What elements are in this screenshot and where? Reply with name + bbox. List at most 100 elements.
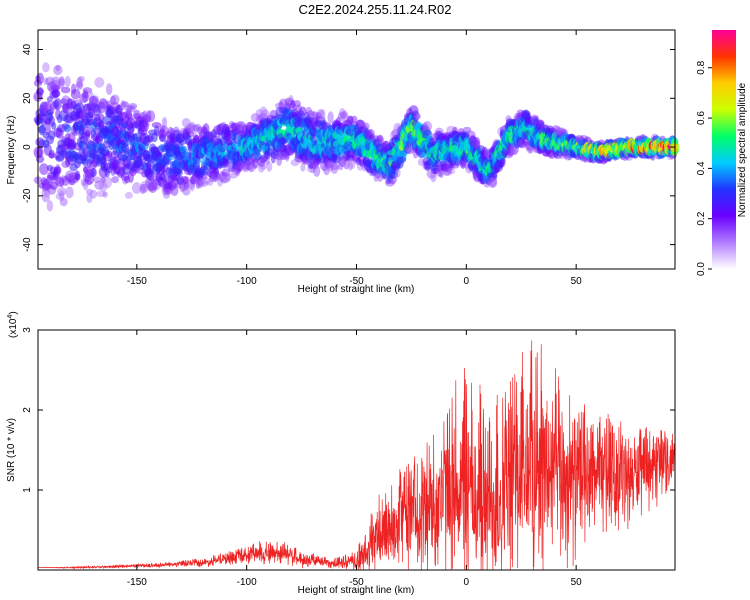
spectrogram-cell [151, 179, 158, 190]
spectrogram-cell [102, 176, 113, 189]
spectrogram-cell [55, 176, 64, 187]
snr-x-axis: -150 -100 -50 0 50 [127, 330, 582, 588]
spectrogram-x-axis: -150 -100 -50 0 50 [127, 30, 582, 287]
spectrogram-cell [65, 133, 71, 141]
spectrogram-cell [237, 121, 247, 130]
spectrogram-cell [43, 77, 49, 85]
spectrogram-cell [257, 161, 266, 173]
spectrogram-cell [336, 157, 345, 164]
x-tick-label: 50 [571, 276, 583, 287]
spectrogram-cell [180, 175, 189, 185]
spectrogram-cell [185, 124, 192, 131]
spectrogram-cell [62, 105, 73, 114]
spectrogram-cell [156, 127, 165, 136]
spectrogram-cell [317, 109, 325, 118]
spectrogram-cell [49, 106, 55, 116]
spectrogram-cell [120, 100, 126, 111]
spectrogram-cell [347, 160, 353, 171]
spectrogram-cell [395, 167, 401, 178]
spectrogram-cell [167, 174, 178, 182]
spectrogram-cell [363, 127, 370, 140]
spectrogram-cell [39, 101, 48, 112]
x-tick-label: -150 [127, 577, 147, 588]
spectrogram-cell [93, 176, 102, 184]
spectrogram-cell [94, 180, 105, 190]
snr-x-label: Height of straight line (km) [298, 585, 415, 596]
spectrogram-cell [323, 163, 331, 176]
spectrogram-cell [80, 178, 87, 187]
spectrogram-cell [167, 126, 174, 135]
spectrogram-cell [176, 177, 185, 186]
colorbar-tick-label: 0.2 [696, 211, 707, 225]
spectrogram-cell [99, 181, 108, 192]
spectrogram-cell [75, 81, 84, 90]
spectrogram-cell [55, 155, 64, 163]
spectrogram-cell [147, 173, 158, 181]
spectrogram-cell [39, 163, 49, 176]
spectrogram-cell [147, 170, 155, 181]
spectrogram-cell [54, 166, 62, 175]
spectrogram-cell [236, 161, 243, 172]
spectrogram-cell [66, 139, 77, 150]
spectrogram-cell [347, 115, 354, 125]
spectrogram-cell [343, 158, 350, 170]
spectrogram-cell [183, 181, 189, 189]
spectrogram-cell [110, 94, 120, 105]
spectrogram-cell [67, 132, 76, 144]
spectrogram-cell [170, 184, 179, 196]
spectrogram-cell [127, 126, 135, 133]
spectrogram-cell [348, 157, 356, 169]
spectrogram-cell [58, 78, 65, 89]
spectrogram-cell [147, 182, 158, 191]
spectrogram-cell [168, 180, 177, 191]
x-tick-label: 50 [571, 577, 583, 588]
spectrogram-cell [87, 109, 96, 119]
spectrogram-cell [51, 80, 61, 91]
spectrogram-cell [235, 163, 241, 174]
spectrogram-cell [535, 119, 545, 128]
spectrogram-cell [53, 64, 63, 76]
spectrogram-cell [82, 87, 93, 94]
spectrogram-cell [422, 121, 433, 132]
spectrogram-cell [55, 65, 61, 72]
spectrogram-cell [59, 177, 65, 188]
spectrogram-cell [221, 172, 231, 184]
spectrogram-cell [130, 105, 136, 112]
snr-line [38, 340, 676, 570]
spectrogram-cell [94, 77, 105, 88]
spectrogram-cell [224, 173, 232, 182]
spectrogram-cell [182, 187, 191, 196]
spectrogram-cell [188, 121, 196, 133]
spectrogram-cell [140, 180, 149, 188]
spectrogram-cell [259, 163, 267, 170]
spectrogram-cell [488, 175, 497, 187]
spectrogram-cell [221, 168, 231, 177]
spectrogram-cell [59, 197, 68, 207]
spectrogram-cell [119, 112, 127, 120]
spectrogram-cell [376, 134, 384, 143]
spectrogram-cell [179, 179, 190, 191]
spectrogram-cell [299, 106, 307, 116]
spectrogram-cell [82, 179, 93, 186]
spectrogram-cell [40, 177, 48, 186]
spectrogram-cell [414, 113, 421, 120]
spectrogram-cell [206, 179, 214, 186]
spectrogram-cell [153, 125, 160, 137]
spectrogram-cell [189, 179, 196, 192]
spectrogram-cell [83, 166, 92, 174]
spectrogram-cell [43, 101, 53, 112]
spectrogram-cell [307, 110, 315, 117]
spectrogram-cell [40, 117, 48, 127]
spectrogram-cell [279, 98, 287, 106]
spectrogram-cell [200, 125, 208, 134]
spectrogram-cell [65, 186, 74, 199]
spectrogram-cell [74, 170, 81, 181]
spectrogram-cell [337, 111, 347, 120]
colorbar-tick-label: 0.6 [696, 111, 707, 125]
spectrogram-cell [211, 172, 221, 180]
spectrogram-cell [81, 91, 90, 103]
spectrogram-cell [141, 120, 149, 127]
spectrogram-cell [506, 145, 515, 157]
x-tick-label: 0 [464, 276, 470, 287]
spectrogram-cell [308, 162, 317, 169]
